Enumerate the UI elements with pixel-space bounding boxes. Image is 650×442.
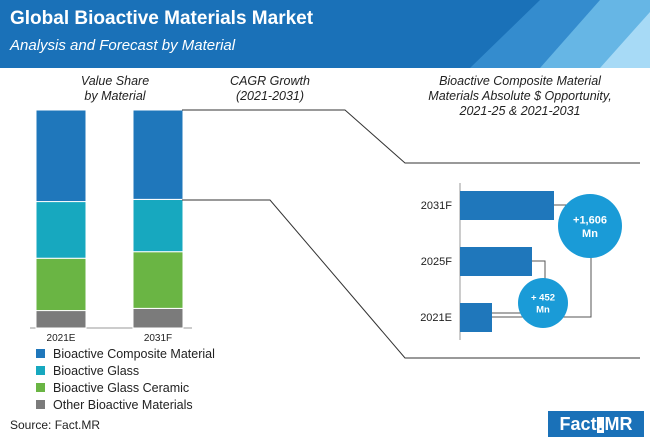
value-share-heading: Value Share by Material (80, 74, 150, 103)
opportunity-bubble (558, 194, 622, 258)
hbar-category-label: 2025F (421, 256, 452, 268)
hbar-bar (460, 303, 492, 332)
opportunity-bubble-label: Mn (536, 305, 550, 316)
header-banner: Global Bioactive Materials Market Analys… (0, 0, 650, 68)
legend-item: Other Bioactive Materials (36, 396, 215, 413)
header-stripes (470, 0, 650, 68)
connector-bottom (182, 199, 640, 359)
legend-label: Bioactive Composite Material (53, 346, 215, 361)
stacked-bar-segment (132, 109, 184, 200)
opportunity-heading: Bioactive Composite Material Materials A… (428, 74, 612, 118)
connector-top (182, 109, 640, 164)
legend-swatch (36, 349, 45, 358)
opportunity-bubble-label: +1,606 (573, 214, 607, 226)
page-subtitle: Analysis and Forecast by Material (10, 37, 236, 54)
legend-label: Other Bioactive Materials (53, 397, 193, 412)
stacked-bar-segment (35, 257, 87, 312)
opportunity-bubble-label: Mn (582, 228, 598, 240)
stacked-bar-segment (35, 310, 87, 329)
stacked-x-tick-label: 2031F (144, 333, 172, 344)
opportunity-bubble (518, 278, 568, 328)
legend-item: Bioactive Glass Ceramic (36, 379, 215, 396)
hbar-category-label: 2021E (420, 312, 452, 324)
stacked-x-tick-label: 2021E (47, 333, 76, 344)
legend-swatch (36, 383, 45, 392)
factmr-logo: Fact. MR (548, 411, 644, 437)
legend-item: Bioactive Composite Material (36, 345, 215, 362)
stacked-bar-segment (132, 198, 184, 253)
legend-label: Bioactive Glass Ceramic (53, 380, 190, 395)
hbar-bar (460, 191, 554, 220)
source-text: Source: Fact.MR (10, 418, 101, 432)
legend-label: Bioactive Glass (53, 363, 140, 378)
hbar-bar (460, 247, 532, 276)
legend-item: Bioactive Glass (36, 362, 215, 379)
stacked-bar-segment (132, 307, 184, 329)
legend-swatch (36, 400, 45, 409)
stacked-bar-segment (132, 251, 184, 309)
stacked-bar-segment (35, 109, 87, 203)
hbar-category-label: 2031F (421, 200, 452, 212)
legend-swatch (36, 366, 45, 375)
page-title: Global Bioactive Materials Market (10, 8, 314, 29)
legend: Bioactive Composite Material Bioactive Gl… (36, 345, 215, 413)
cagr-heading: CAGR Growth (2021-2031) (230, 74, 310, 103)
opportunity-bubble-label: + 452 (531, 293, 555, 304)
stacked-bar-segment (35, 201, 87, 259)
